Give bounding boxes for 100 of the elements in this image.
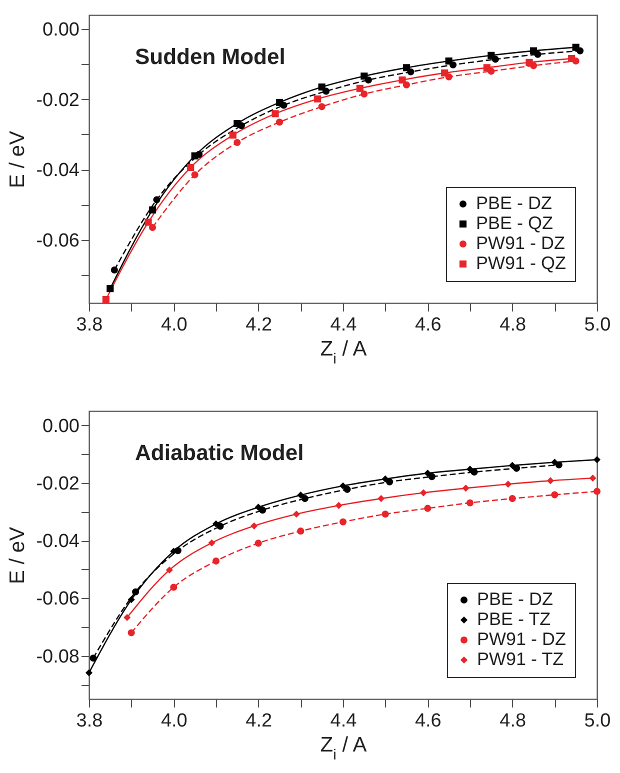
x-tick-label: 4.8 [500,710,526,732]
annotation: Adiabatic Model [135,440,304,465]
point [187,164,194,171]
x-tick-label: 4.0 [160,314,188,336]
point [344,486,351,493]
point [234,120,241,128]
point [526,58,533,66]
point [153,196,160,204]
point [483,64,490,72]
point [297,492,304,499]
point [568,55,576,62]
point [546,477,554,484]
point [513,464,520,472]
point [276,98,284,106]
legend-label: PW91 - DZ [477,629,566,649]
point [250,522,258,530]
point [170,584,178,591]
x-tick-label: 4.2 [246,710,272,732]
point [424,504,432,512]
point [85,669,93,676]
point [166,566,173,574]
point [297,528,304,535]
point [508,495,516,502]
point [335,502,342,509]
point [382,475,389,483]
y-tick-label: -0.06 [36,230,80,252]
x-axis-title: Z$_{i}$ / A [320,734,367,764]
point [318,103,326,110]
point [424,470,432,477]
point [402,64,410,72]
point [466,499,474,506]
point [148,224,156,232]
point [551,458,558,466]
x-tick-label: 5.0 [584,710,611,732]
point [386,478,394,486]
legend-label: PBE - DZ [476,193,552,213]
legend-label: PBE - TZ [477,609,551,629]
point [318,83,326,91]
x-tick-label: 5.0 [584,314,611,336]
point [276,118,284,126]
point [504,480,512,488]
y-axis-title: E / eV [6,130,30,188]
point [462,484,470,492]
y-tick-label: -0.02 [36,90,80,111]
y-tick-label: -0.06 [36,588,80,610]
y-tick-label: -0.04 [36,531,80,552]
point [272,110,279,118]
point [144,218,152,226]
point [301,495,308,502]
point [572,44,580,51]
point [339,482,347,490]
x-tick-label: 4.8 [500,314,526,336]
x-tick-label: 4.6 [414,314,442,336]
point [106,285,114,292]
y-tick-label: -0.04 [36,160,80,182]
point [488,52,495,59]
point [132,588,140,596]
point [593,488,601,495]
point [90,654,97,662]
x-tick-label: 3.8 [76,314,103,336]
point [508,462,516,469]
point [229,132,236,139]
point [254,540,262,547]
point [356,84,364,92]
point [259,506,266,514]
legend-label: PW91 - DZ [476,233,566,253]
point [148,206,156,214]
point [212,520,220,528]
point [530,47,538,54]
x-axis-title: Z$_{i}$ / A [320,338,367,368]
point [128,596,135,604]
y-tick-label: 0.00 [42,20,80,41]
point [398,76,406,84]
point [254,504,262,511]
x-tick-label: 4.4 [330,314,358,336]
legend-label: PW91 - TZ [477,649,564,669]
point [110,266,118,274]
point [445,57,452,65]
point [589,474,596,482]
x-tick-label: 4.4 [330,710,358,732]
point [234,138,241,146]
point [314,95,322,102]
annotation: Sudden Model [135,44,286,69]
point [420,489,427,496]
y-tick-label: -0.02 [36,474,80,494]
y-tick-label: -0.08 [36,646,80,668]
legend-label: PBE - DZ [477,589,554,609]
x-tick-label: 3.8 [76,710,103,732]
y-axis-title: E / eV [6,526,30,584]
point [551,491,558,498]
point [124,614,131,622]
point [339,518,347,526]
point [128,629,135,636]
point [191,171,198,178]
point [382,510,389,518]
point [212,558,220,565]
point [441,69,448,76]
y-tick-label: 0.00 [42,416,80,437]
point [466,466,474,473]
point [428,473,436,480]
